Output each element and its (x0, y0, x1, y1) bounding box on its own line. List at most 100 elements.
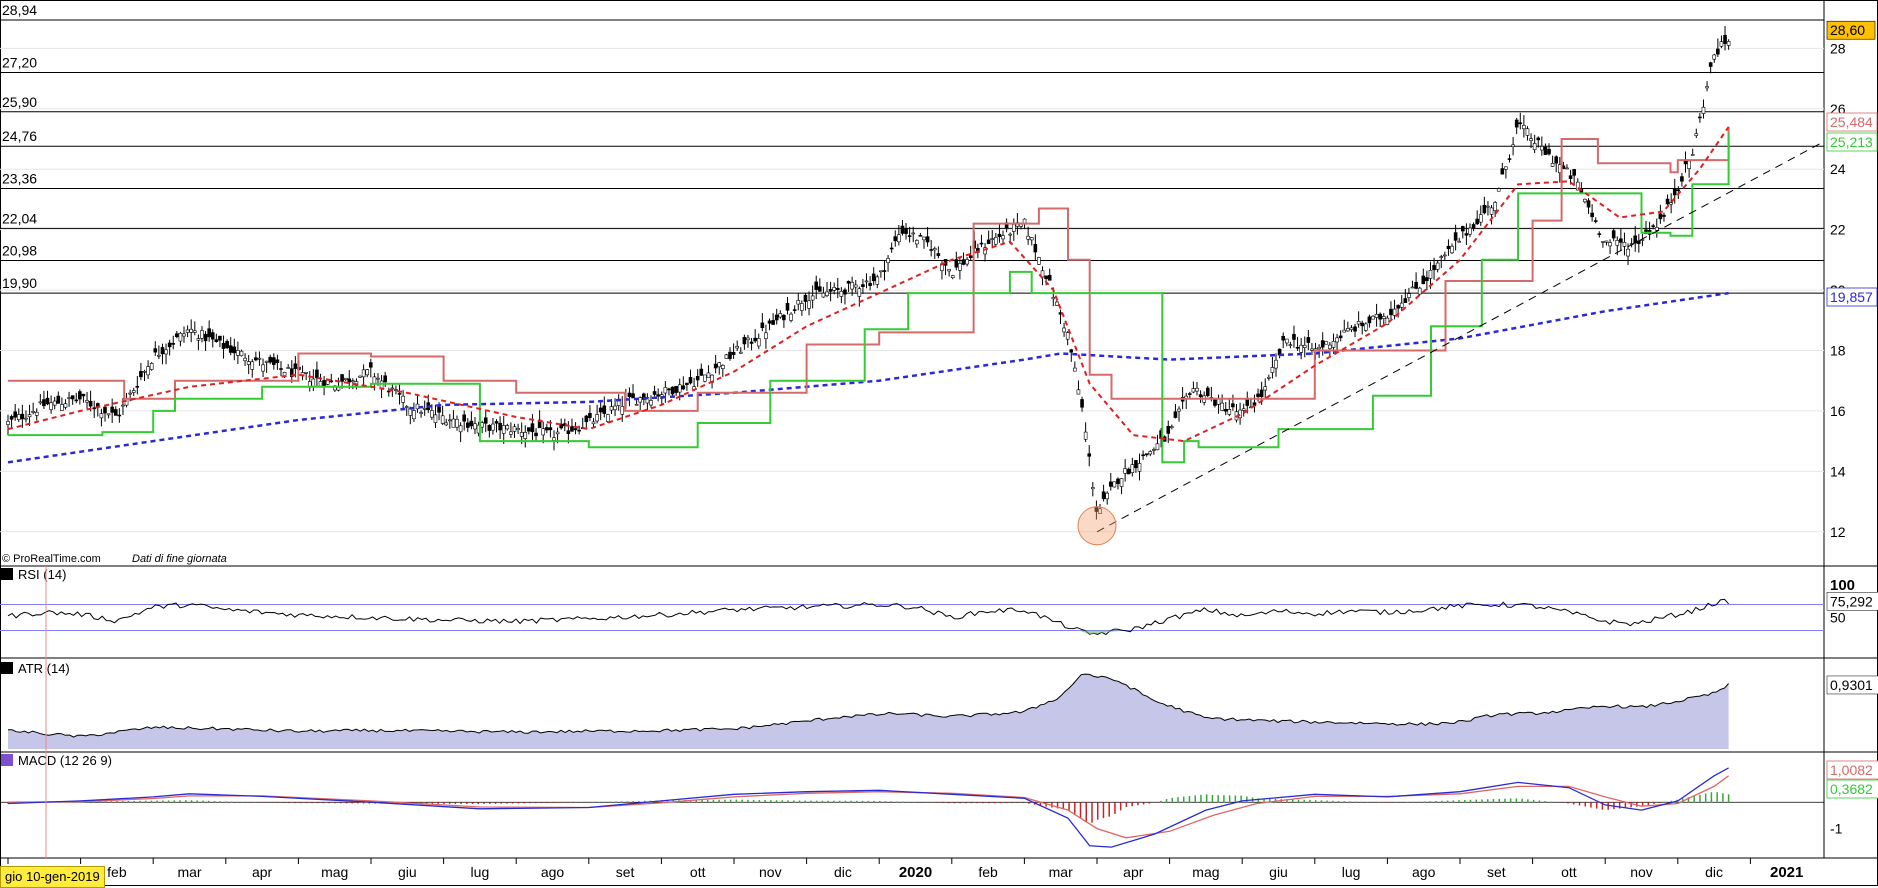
candle-body (1615, 240, 1620, 246)
candle-body (1338, 335, 1343, 339)
moving-average-200-line (7, 291, 1729, 464)
candle-body (986, 239, 991, 244)
candle-body (602, 405, 607, 414)
candle-body (1723, 35, 1727, 44)
candle-body (1504, 166, 1508, 170)
candle-body (1152, 449, 1156, 451)
atr-legend-swatch (1, 662, 13, 674)
candle-body (175, 333, 179, 338)
x-axis-month-label: feb (107, 864, 127, 880)
candle-body (1324, 341, 1329, 345)
trend-line (1096, 141, 1824, 533)
candle-body (1033, 244, 1038, 253)
candle-body (246, 361, 251, 365)
candle-body (149, 363, 154, 370)
candle-body (512, 426, 517, 432)
candle-body (1227, 409, 1232, 415)
candle-body (918, 235, 923, 237)
candle-body (1680, 176, 1684, 182)
candle-body (1047, 274, 1052, 281)
candle-body (907, 235, 912, 237)
candle-body (289, 368, 294, 377)
candle-body (185, 329, 190, 333)
candle-body (81, 393, 86, 397)
candle-body (42, 399, 46, 407)
candle-body (929, 249, 933, 251)
candle-body (1651, 225, 1655, 227)
candle-body (742, 337, 747, 345)
candle-body (113, 409, 118, 416)
candle-body (376, 377, 380, 380)
candle-body (649, 400, 653, 406)
candle-body (871, 273, 876, 282)
candle-body (106, 413, 111, 416)
candle-body (279, 368, 283, 370)
candle-body (677, 384, 682, 393)
candle-body (24, 417, 28, 420)
candle-body (189, 328, 193, 333)
candle-body (1213, 399, 1217, 406)
candle-body (1432, 265, 1436, 271)
candle-body (879, 270, 883, 273)
candle-body (1001, 235, 1005, 240)
moving-average-red-dashed-line (7, 126, 1730, 443)
candle-body (541, 428, 546, 436)
candle-body (634, 403, 639, 406)
candle-body (254, 357, 258, 361)
x-axis-month-label: ago (1412, 864, 1436, 880)
price-tick-label: 18 (1830, 342, 1846, 358)
candle-body (1037, 257, 1041, 265)
candle-body (997, 233, 1002, 237)
candle-body (1055, 301, 1059, 306)
candle-body (738, 351, 743, 354)
candle-body (1597, 233, 1602, 235)
candle-body (31, 411, 35, 413)
candle-body (365, 369, 370, 376)
candle-body (1392, 308, 1397, 316)
candle-body (1525, 128, 1530, 136)
candle-body (577, 429, 581, 432)
candle-body (444, 422, 449, 426)
rsi-tick-label: 50 (1830, 610, 1846, 626)
candle-body (534, 432, 538, 437)
x-axis-month-label: lug (1342, 864, 1361, 880)
candle-body (606, 414, 610, 422)
candle-body (746, 337, 750, 341)
candle-body (958, 263, 962, 271)
x-axis-month-label: set (616, 864, 635, 880)
candle-body (925, 236, 930, 243)
candle-body (390, 387, 395, 390)
price-tick-label: 16 (1830, 403, 1846, 419)
candle-body (1364, 323, 1368, 331)
candle-body (1295, 347, 1300, 349)
candle-body (922, 236, 926, 241)
candle-body (1076, 389, 1081, 395)
candle-body (325, 380, 330, 385)
candle-body (304, 372, 308, 374)
candle-body (1256, 393, 1260, 397)
candle-body (832, 287, 836, 291)
candle-body (52, 400, 57, 406)
candle-body (724, 354, 729, 359)
candle-body (717, 362, 722, 368)
candle-body (1173, 411, 1178, 418)
atr-area (8, 674, 1729, 749)
candle-body (1281, 335, 1285, 341)
x-axis-month-label: dic (834, 864, 852, 880)
x-axis-month-label: apr (252, 864, 273, 880)
candle-body (322, 380, 326, 387)
candle-body (1198, 394, 1203, 398)
candle-body (631, 393, 635, 399)
candle-body (846, 280, 851, 284)
candle-body (735, 346, 739, 349)
candle-body (1403, 298, 1408, 303)
candle-body (1349, 327, 1354, 330)
candle-body (1694, 133, 1699, 136)
candle-body (1532, 143, 1537, 151)
candle-body (932, 248, 937, 251)
candle-body (121, 404, 125, 407)
candle-body (1177, 408, 1181, 412)
candle-body (257, 357, 262, 360)
candle-body (404, 406, 409, 408)
